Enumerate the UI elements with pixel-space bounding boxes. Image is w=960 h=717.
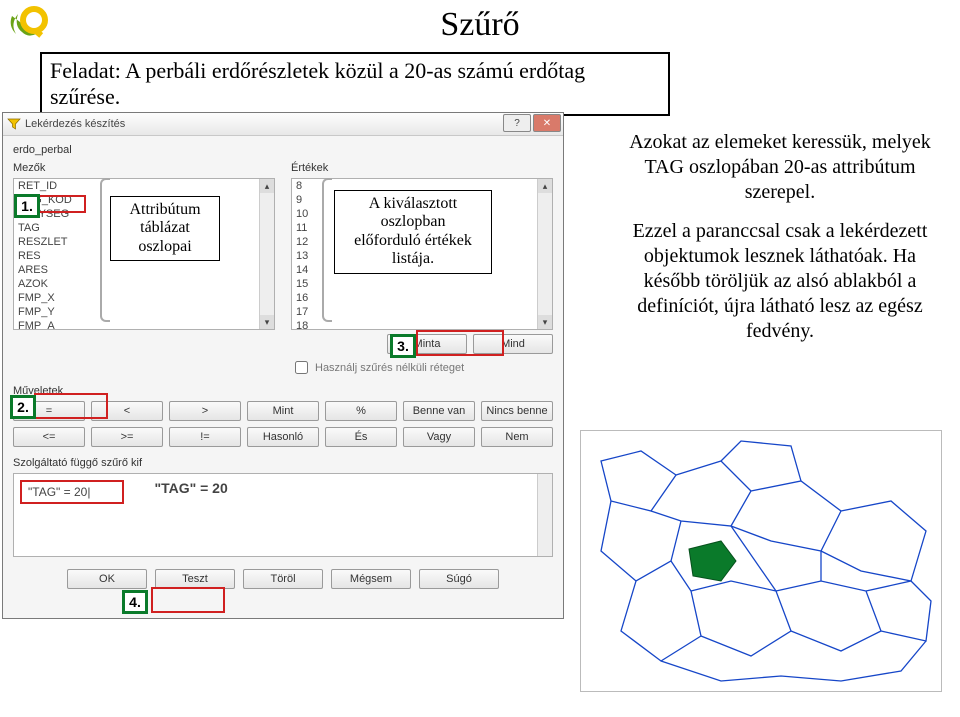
fields-label: Mezők xyxy=(13,162,275,174)
bracket-left xyxy=(100,178,110,322)
scrollbar[interactable]: ▴▾ xyxy=(537,179,552,329)
operator-button[interactable]: És xyxy=(325,427,397,447)
súgó-button[interactable]: Súgó xyxy=(419,569,499,589)
callout-attr-cols: Attribútum táblázat oszlopai xyxy=(110,196,220,261)
scrollbar[interactable]: ▴▾ xyxy=(259,179,274,329)
operator-button[interactable]: Benne van xyxy=(403,401,475,421)
use-unfiltered-checkbox[interactable] xyxy=(295,361,308,374)
töröl-button[interactable]: Töröl xyxy=(243,569,323,589)
all-button[interactable]: Mind xyxy=(473,334,553,354)
callout-value-list: A kiválasztott oszlopban előforduló érté… xyxy=(334,190,492,274)
sql-display-text: "TAG" = 20 xyxy=(154,480,227,496)
dialog-title: Lekérdezés készítés xyxy=(25,118,125,130)
mégsem-button[interactable]: Mégsem xyxy=(331,569,411,589)
operator-button[interactable]: Mint xyxy=(247,401,319,421)
teszt-button[interactable]: Teszt xyxy=(155,569,235,589)
operator-button[interactable]: % xyxy=(325,401,397,421)
bracket-right xyxy=(322,178,332,322)
field-item[interactable]: RET_ID xyxy=(14,179,274,193)
operator-button[interactable]: > xyxy=(169,401,241,421)
field-item[interactable]: FMP_Y xyxy=(14,305,274,319)
field-item[interactable]: ARES xyxy=(14,263,274,277)
help-window-button[interactable]: ? xyxy=(503,114,531,132)
operator-button[interactable]: Nincs benne xyxy=(481,401,553,421)
operator-button[interactable]: >= xyxy=(91,427,163,447)
step-marker-4: 4. xyxy=(122,590,148,614)
sql-label: Szolgáltató függő szűrő kif xyxy=(13,457,553,469)
layer-name: erdo_perbal xyxy=(13,144,553,156)
step-marker-3: 3. xyxy=(390,334,416,358)
query-builder-dialog: Lekérdezés készítés ? ✕ erdo_perbal Mező… xyxy=(2,112,564,619)
operator-button[interactable]: <= xyxy=(13,427,85,447)
page-title: Szűrő xyxy=(0,6,960,44)
operator-button[interactable]: != xyxy=(169,427,241,447)
task-description: Feladat: A perbáli erdőrészletek közül a… xyxy=(40,52,670,116)
explanation-p2: Ezzel a paranccsal csak a lekérdezett ob… xyxy=(620,219,940,344)
operator-button[interactable]: Nem xyxy=(481,427,553,447)
operator-button[interactable]: Hasonló xyxy=(247,427,319,447)
sql-typed-text: "TAG" = 20| xyxy=(20,480,124,504)
field-item[interactable]: FMP_A xyxy=(14,319,274,330)
ok-button[interactable]: OK xyxy=(67,569,147,589)
operations-label: Műveletek xyxy=(13,385,553,397)
step-marker-1: 1. xyxy=(14,194,40,218)
step-marker-2: 2. xyxy=(10,395,36,419)
filter-icon xyxy=(7,117,21,131)
dialog-titlebar: Lekérdezés készítés ? ✕ xyxy=(3,113,563,136)
sql-expression-box[interactable]: "TAG" = 20| "TAG" = 20 xyxy=(13,473,553,557)
field-item[interactable]: AZOK xyxy=(14,277,274,291)
use-unfiltered-label: Használj szűrés nélküli réteget xyxy=(315,362,464,374)
scrollbar[interactable] xyxy=(537,474,552,556)
values-label: Értékek xyxy=(291,162,553,174)
close-window-button[interactable]: ✕ xyxy=(533,114,561,132)
field-item[interactable]: FMP_X xyxy=(14,291,274,305)
explanation-text: Azokat az elemeket keressük, melyek TAG … xyxy=(620,130,940,344)
operator-button[interactable]: Vagy xyxy=(403,427,475,447)
explanation-p1: Azokat az elemeket keressük, melyek TAG … xyxy=(620,130,940,205)
operator-button[interactable]: < xyxy=(91,401,163,421)
map-preview xyxy=(580,430,942,692)
